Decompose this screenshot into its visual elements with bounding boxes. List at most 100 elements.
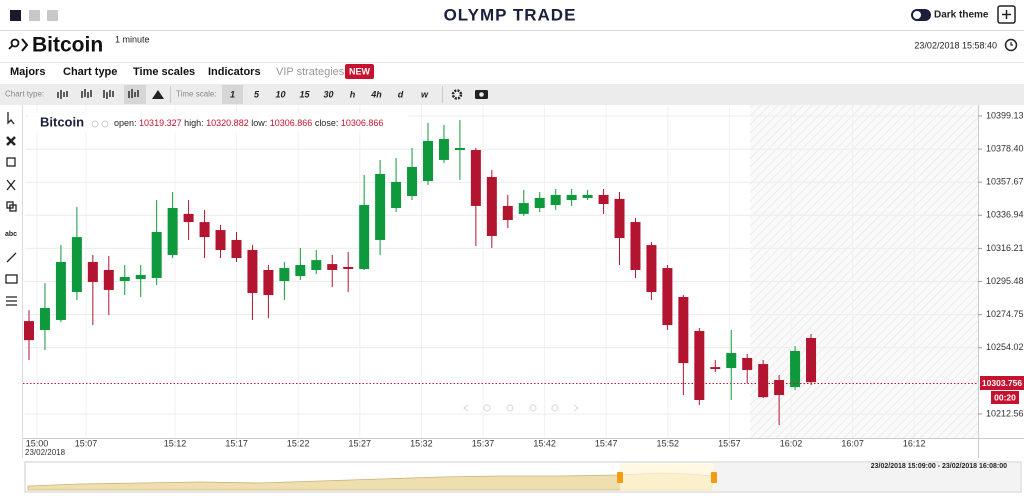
shape-tool[interactable] <box>5 274 18 284</box>
nav-icon[interactable] <box>551 404 559 412</box>
candle-body <box>550 194 561 205</box>
candle-body <box>423 140 433 182</box>
x-tick-label: 15:37 <box>472 438 495 448</box>
time-scale-button[interactable]: h <box>350 89 356 99</box>
time-scale-button[interactable]: w <box>421 89 429 99</box>
time-scale-button[interactable]: 4h <box>370 89 382 99</box>
nav-icon[interactable] <box>463 404 469 412</box>
text-tool[interactable]: abc <box>5 231 17 238</box>
hollow-candles-icon[interactable] <box>81 89 92 98</box>
legend-title: Bitcoin <box>40 114 84 129</box>
candle-body <box>486 177 497 236</box>
candle-body <box>375 173 386 240</box>
toolbar-label: Time scale: <box>176 90 217 99</box>
nav-icon[interactable] <box>529 404 537 412</box>
nav-hints <box>463 404 579 412</box>
visibility-icon[interactable] <box>91 120 99 128</box>
drawing-tools <box>5 112 18 306</box>
nav-icon[interactable] <box>573 404 579 412</box>
layout-quad[interactable] <box>47 10 58 21</box>
menu-item[interactable]: Majors <box>10 66 45 78</box>
nav-icon[interactable] <box>506 404 514 412</box>
time-scale-button[interactable]: 1 <box>230 89 235 99</box>
logo: OLYMP TRADE <box>444 5 577 24</box>
candle-body <box>806 338 817 383</box>
candle-body <box>311 260 322 270</box>
nav-icon[interactable] <box>483 404 491 412</box>
switch-knob <box>913 11 921 19</box>
y-tick-label: 10399.13 <box>986 110 1024 120</box>
navigator-range: 23/02/2018 15:09:00 - 23/02/2018 16:08:0… <box>871 463 1007 470</box>
candle-body <box>119 277 130 282</box>
x-tick-label: 15:32 <box>410 438 433 448</box>
ohlc-legend: open: 10319.327 high: 10320.882 low: 103… <box>114 118 383 128</box>
search-icon[interactable] <box>10 38 20 48</box>
line-tool[interactable] <box>6 252 17 263</box>
candle-body <box>71 237 82 293</box>
ohlc-value: 10306.866 <box>341 118 384 128</box>
candles-icon[interactable] <box>57 90 68 99</box>
navigator-window[interactable] <box>620 463 714 491</box>
candle-body <box>391 181 402 209</box>
area-icon[interactable] <box>152 90 164 99</box>
candle-body <box>87 261 98 282</box>
ohlc-value: 10319.327 <box>139 118 182 128</box>
icon-part <box>479 92 484 97</box>
time-scale-button[interactable]: 15 <box>299 89 310 99</box>
layout-double[interactable] <box>29 10 40 21</box>
settings-icon[interactable] <box>451 89 463 100</box>
ohlc-label: open: <box>114 118 137 128</box>
candle-body <box>183 213 194 223</box>
candle-body <box>343 266 354 270</box>
menu-item[interactable]: Indicators <box>208 66 261 78</box>
layout-single[interactable] <box>10 10 21 21</box>
toolbar <box>0 84 1024 105</box>
navigator-handle[interactable] <box>711 472 717 483</box>
time-scale-button[interactable]: d <box>398 89 404 99</box>
cursor-tool[interactable] <box>7 112 15 125</box>
settings-icon[interactable] <box>101 120 109 128</box>
candle-body <box>726 353 737 369</box>
candle-body <box>39 307 50 331</box>
candle-body <box>103 269 114 290</box>
y-tick-label: 10274.75 <box>986 309 1024 319</box>
y-tick-label: 10336.94 <box>986 210 1024 220</box>
time-scale-button[interactable]: 5 <box>254 89 260 99</box>
delete-tool[interactable] <box>6 136 16 146</box>
x-tick-label: 16:12 <box>903 438 926 448</box>
candle-body <box>327 264 338 270</box>
expand-icon[interactable] <box>21 38 29 52</box>
bars-icon[interactable] <box>103 90 114 99</box>
fib-tool[interactable] <box>6 296 17 306</box>
candle-body <box>454 147 465 151</box>
top-bar <box>0 0 1024 30</box>
crosshair-tool[interactable] <box>6 179 16 191</box>
x-tick-label: 15:52 <box>657 438 680 448</box>
candle-body <box>534 197 545 209</box>
candle-body <box>263 269 274 296</box>
icon-part <box>9 204 17 212</box>
fullscreen-button[interactable] <box>997 5 1016 24</box>
navigator-empty <box>714 463 1020 491</box>
candle-body <box>614 198 625 239</box>
price-tag <box>980 376 1024 390</box>
candle-body <box>199 222 210 238</box>
x-tick-label: 16:07 <box>841 438 864 448</box>
chart-type-icons <box>57 85 164 104</box>
theme-label[interactable]: Dark theme <box>934 10 989 21</box>
time-scale-button[interactable]: 10 <box>275 89 285 99</box>
time-scales: 1 5 10 15 30 h 4h d w <box>230 89 429 99</box>
candle-body <box>502 205 513 220</box>
instrument-name[interactable]: Bitcoin <box>32 34 103 57</box>
candle-body <box>167 208 178 255</box>
menu-item[interactable]: Time scales <box>133 66 195 78</box>
clock-icon[interactable] <box>1004 38 1018 52</box>
menu-item[interactable]: Chart type <box>63 66 117 78</box>
y-tick-label: 10378.40 <box>986 143 1024 153</box>
zoom-tool[interactable] <box>6 157 16 167</box>
x-tick-label: 15:47 <box>595 438 618 448</box>
navigator-handle[interactable] <box>617 472 623 483</box>
heikin-icon[interactable] <box>128 89 139 98</box>
time-scale-button[interactable]: 30 <box>323 89 333 99</box>
menu-item[interactable]: VIP strategies <box>276 66 345 78</box>
